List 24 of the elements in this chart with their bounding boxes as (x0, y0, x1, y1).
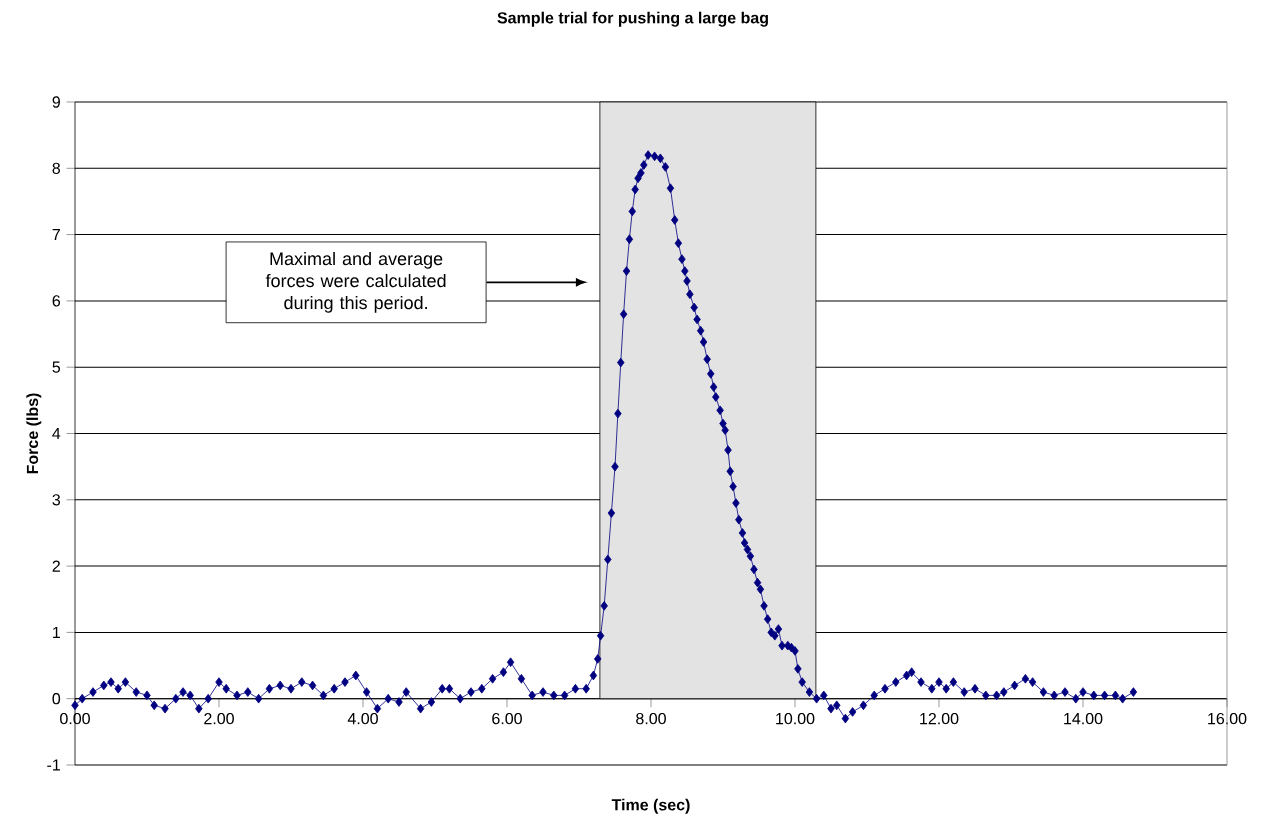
y-tick-label: 0 (52, 693, 61, 705)
y-tick-label: -1 (47, 759, 60, 771)
y-tick-label: 5 (52, 361, 61, 373)
y-tick-label: 9 (52, 96, 60, 108)
x-tick-label: 10.00 (776, 712, 815, 725)
y-axis-title: Force (lbs) (26, 393, 42, 474)
x-tick-label: 16.00 (1208, 712, 1247, 725)
y-tick-label: 8 (52, 162, 61, 174)
y-tick-label: 1 (53, 626, 60, 638)
x-axis-title: Time (sec) (611, 798, 690, 814)
x-tick-label: 0.00 (60, 712, 90, 725)
x-tick-label: 2.00 (204, 712, 234, 725)
y-tick-label: 6 (52, 295, 61, 307)
y-tick-label: 2 (52, 560, 60, 572)
x-tick-label: 12.00 (920, 712, 959, 725)
y-tick-label: 4 (52, 428, 61, 440)
x-tick-label: 6.00 (492, 712, 522, 725)
annotation: Maximal and average forces were calculated during this period. (265, 251, 446, 313)
chart-title: Sample trial for pushing a large bag (497, 11, 768, 27)
x-tick-label: 4.00 (347, 712, 378, 725)
y-tick-label: 3 (52, 494, 61, 506)
x-tick-label: 8.00 (636, 712, 666, 725)
y-tick-label: 7 (52, 229, 60, 241)
x-tick-label: 14.00 (1064, 712, 1103, 725)
